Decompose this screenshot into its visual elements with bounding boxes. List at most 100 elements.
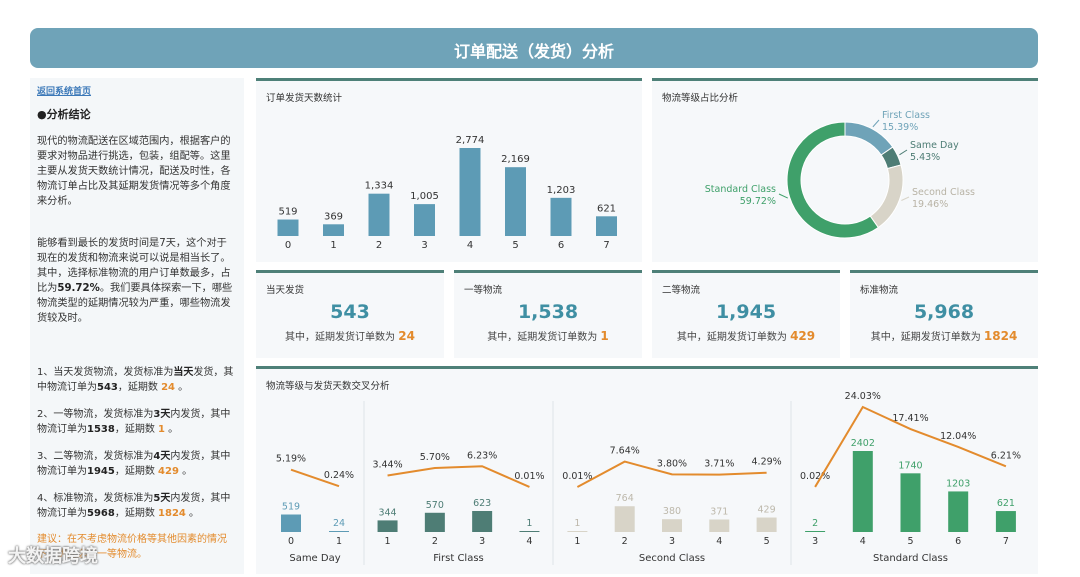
note-text: ，延期数 xyxy=(117,382,162,393)
cross-group-label: First Class xyxy=(433,553,484,564)
donut-leader-line xyxy=(899,149,908,156)
days-bar-value-label: 1,203 xyxy=(547,185,576,196)
para2-text-a: 能够看到最长的发货时间是7天，这个对于现在的发货和物流来说可以说是相当长了。其中… xyxy=(37,238,231,294)
kpi-delay-count: 429 xyxy=(790,329,816,343)
days-bar xyxy=(414,204,435,236)
home-link[interactable]: 返回系统首页 xyxy=(37,87,92,97)
days-chart-title: 订单发货天数统计 xyxy=(266,93,343,104)
donut-slice xyxy=(869,164,904,229)
kpi-subtext: 其中，延期发货订单数为 1824 xyxy=(850,328,1038,343)
kpi-title: 当天发货 xyxy=(266,285,305,296)
donut-slice-pct: 15.39% xyxy=(882,122,918,133)
note-standard: 5天 xyxy=(153,493,171,504)
note-item-1: 1、当天发货物流，发货标准为当天发货，其中物流订单为543，延期数 24 。 xyxy=(37,365,235,395)
note-orders: 1538 xyxy=(87,424,115,435)
days-x-tick-label: 5 xyxy=(512,240,518,251)
note-text: 。 xyxy=(174,382,189,393)
cross-bar-value-label: 2402 xyxy=(851,438,875,449)
recommendation-text: 建议：在不考虑物流价格等其他因素的情况下，优先选择一等物流。 xyxy=(37,534,227,560)
donut-slice-name: Standard Class xyxy=(705,184,776,195)
cross-x-tick-label: 2 xyxy=(622,536,628,547)
cross-x-tick-label: 5 xyxy=(764,536,770,547)
kpi-delay-count: 24 xyxy=(398,329,415,343)
cross-x-tick-label: 7 xyxy=(1003,536,1009,547)
donut-slice xyxy=(786,121,879,239)
note-orders: 5968 xyxy=(87,508,115,519)
sidebar: 返回系统首页 ●分析结论 现代的物流配送在区域范围内，根据客户的要求对物品进行挑… xyxy=(30,78,244,574)
note-text: 。 xyxy=(178,466,193,477)
cross-bar-value-label: 623 xyxy=(473,498,491,509)
cross-pct-label: 3.44% xyxy=(372,460,402,471)
days-bar xyxy=(368,193,390,236)
cross-bar xyxy=(519,531,540,532)
cross-bar xyxy=(709,519,730,532)
days-bar xyxy=(550,197,572,236)
days-x-tick-label: 1 xyxy=(330,240,336,251)
note-text: 2、一等物流，发货标准为 xyxy=(37,409,154,420)
donut-leader-line xyxy=(872,119,880,128)
days-bar-value-label: 2,169 xyxy=(501,154,530,165)
section-title: ●分析结论 xyxy=(37,108,91,121)
donut-slice-name: Second Class xyxy=(912,187,975,198)
days-x-tick-label: 2 xyxy=(376,240,382,251)
kpi-value: 543 xyxy=(330,301,370,323)
note-delay: 1 xyxy=(158,424,165,435)
kpi-title: 二等物流 xyxy=(662,285,701,296)
cross-pct-label: 3.80% xyxy=(657,458,687,469)
days-bar-value-label: 1,334 xyxy=(365,181,394,192)
donut-slice-name: Same Day xyxy=(910,140,959,151)
cross-x-tick-label: 6 xyxy=(955,536,961,547)
cross-bar-value-label: 621 xyxy=(997,498,1015,509)
cross-bar xyxy=(662,519,682,532)
cross-pct-line xyxy=(576,460,767,488)
cross-bar xyxy=(948,491,969,532)
note-text: 1、当天发货物流，发货标准为 xyxy=(37,367,174,378)
cross-pct-label: 12.04% xyxy=(940,431,976,442)
cross-chart-card: 物流等级与发货天数交叉分析 519 0 5.19% 24 1 0.24% Same Day 3… xyxy=(256,366,1038,574)
days-x-tick-label: 3 xyxy=(421,240,427,251)
note-standard: 当天 xyxy=(173,367,194,378)
note-item-2: 2、一等物流，发货标准为3天内发货，其中物流订单为1538，延期数 1 。 xyxy=(37,407,235,437)
cross-bar xyxy=(377,520,398,532)
days-chart-card: 订单发货天数统计 519 0 369 1 1,334 2 1,005 3 2,774 4 2,169… xyxy=(256,78,642,262)
cross-group-label: Second Class xyxy=(639,553,705,564)
donut-slice-pct: 59.72% xyxy=(740,196,776,207)
cross-pct-label: 0.02% xyxy=(800,471,830,482)
note-orders: 543 xyxy=(97,382,118,393)
para2-highlight: 59.72% xyxy=(57,283,100,294)
days-bar xyxy=(459,148,481,236)
cross-bar-value-label: 344 xyxy=(378,507,396,518)
days-bar-value-label: 1,005 xyxy=(410,191,439,202)
cross-pct-label: 0.24% xyxy=(324,470,354,481)
kpi-card-first-class: 一等物流 1,538 其中，延期发货订单数为 1 xyxy=(454,270,642,358)
note-text: 内发货，其中物流订单为 xyxy=(37,451,231,477)
kpi-value: 5,968 xyxy=(913,301,975,323)
cross-x-tick-label: 0 xyxy=(288,536,294,547)
days-bar-value-label: 369 xyxy=(324,211,343,222)
page-title: 订单配送（发货）分析 xyxy=(453,42,614,61)
cross-pct-line xyxy=(814,405,1007,488)
kpi-card-same-day: 当天发货 543 其中，延期发货订单数为 24 xyxy=(256,270,444,358)
cross-x-tick-label: 1 xyxy=(385,536,391,547)
kpi-sub-label: 其中，延期发货订单数为 xyxy=(676,332,787,343)
kpi-delay-count: 1824 xyxy=(983,329,1018,343)
pie-chart-title: 物流等级占比分析 xyxy=(662,93,739,104)
header-bar: 订单配送（发货）分析 xyxy=(30,28,1038,68)
cross-x-tick-label: 2 xyxy=(432,536,438,547)
donut-slice-pct: 19.46% xyxy=(912,199,948,210)
kpi-sub-label: 其中，延期发货订单数为 xyxy=(870,332,981,343)
note-text: ，延期数 xyxy=(114,424,159,435)
cross-bar xyxy=(281,514,301,532)
cross-bar-value-label: 570 xyxy=(426,500,444,511)
donut-leader-line xyxy=(901,196,910,201)
cross-x-tick-label: 4 xyxy=(716,536,722,547)
note-delay: 429 xyxy=(158,466,179,477)
note-standard: 3天 xyxy=(153,409,171,420)
days-x-tick-label: 6 xyxy=(558,240,564,251)
note-text: 3、二等物流，发货标准为 xyxy=(37,451,154,462)
cross-bar xyxy=(472,510,493,532)
cross-bar xyxy=(329,531,349,532)
